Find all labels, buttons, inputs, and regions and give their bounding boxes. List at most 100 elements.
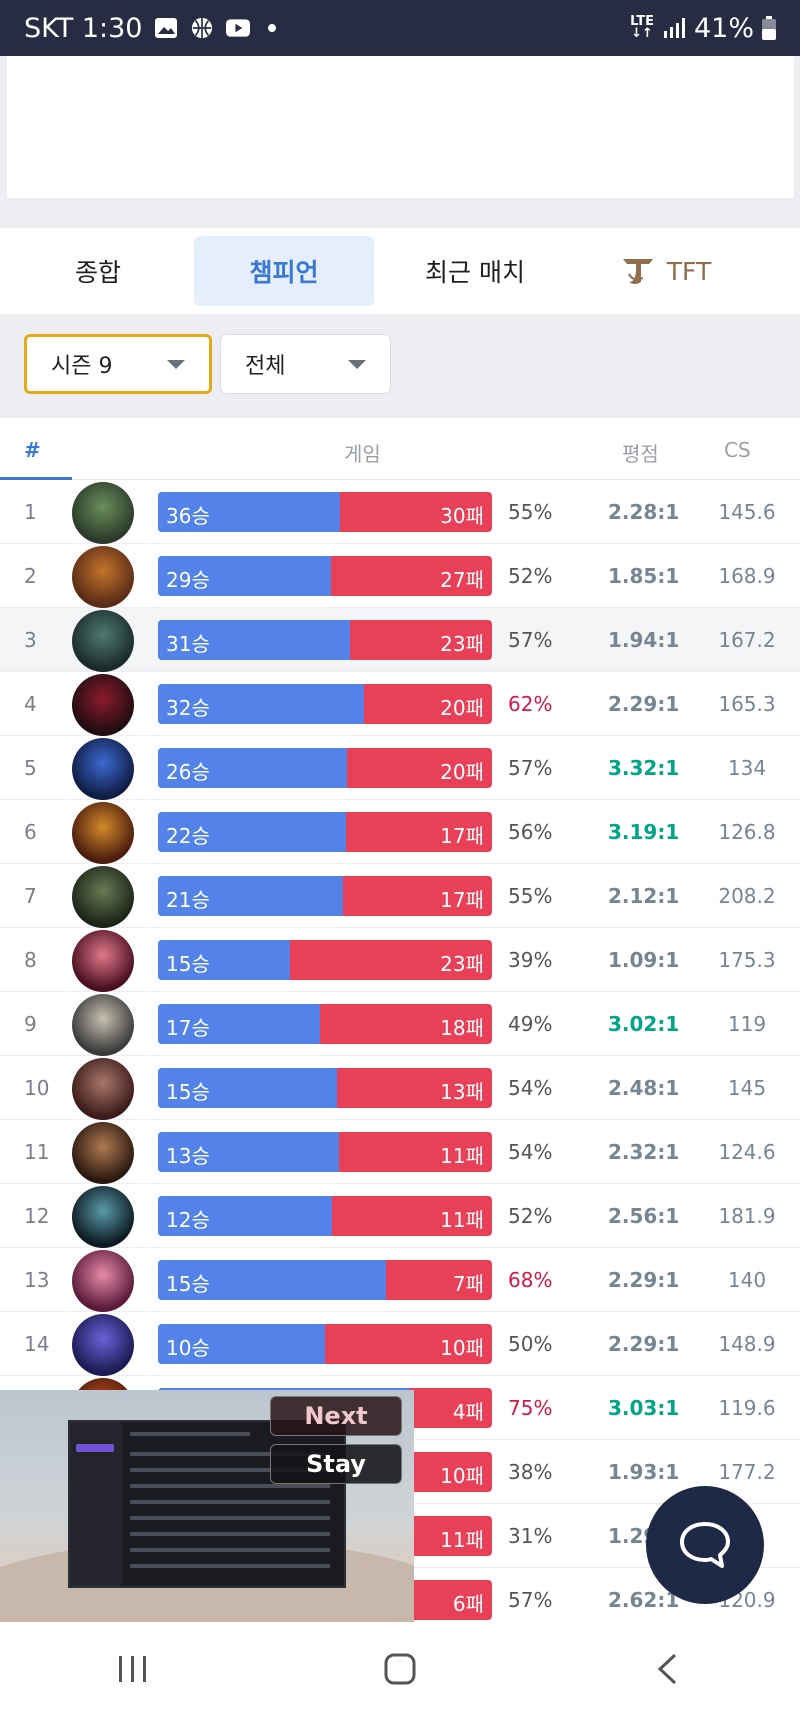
chat-button[interactable]	[646, 1486, 764, 1604]
table-row[interactable]: 12 12승 11패 52% 2.56:1 181.9	[0, 1184, 800, 1248]
wins-label: 22승	[166, 824, 210, 848]
win-loss-bar: 26승 20패	[158, 748, 492, 788]
win-bar-fill	[158, 940, 290, 980]
win-rate: 39%	[508, 948, 553, 972]
table-row[interactable]: 11 13승 11패 54% 2.32:1 124.6	[0, 1120, 800, 1184]
tab-recent-matches[interactable]: 최근 매치	[425, 258, 525, 287]
champion-portrait	[72, 1250, 134, 1312]
table-row[interactable]: 9 17승 18패 49% 3.02:1 119	[0, 992, 800, 1056]
table-row[interactable]: 3 31승 23패 57% 1.94:1 167.2	[0, 608, 800, 672]
kda-value: 1.94:1	[608, 628, 680, 652]
table-row[interactable]: 13 15승 7패 68% 2.29:1 140	[0, 1248, 800, 1312]
pip-stay-button[interactable]: Stay	[270, 1444, 402, 1484]
table-row[interactable]: 6 22승 17패 56% 3.19:1 126.8	[0, 800, 800, 864]
tab-overview[interactable]: 종합	[74, 258, 121, 287]
back-icon	[657, 1653, 676, 1685]
kda-value: 2.62:1	[608, 1588, 680, 1612]
win-bar-fill	[158, 1324, 325, 1364]
rank-number: 5	[24, 756, 37, 780]
table-row[interactable]: 2 29승 27패 52% 1.85:1 168.9	[0, 544, 800, 608]
cs-value: 208.2	[718, 884, 776, 908]
losses-label: 23패	[440, 632, 484, 656]
win-bar-fill	[158, 556, 331, 596]
wins-label: 32승	[166, 696, 210, 720]
losses-label: 30패	[440, 504, 484, 528]
rank-number: 7	[24, 884, 37, 908]
win-rate: 55%	[508, 500, 553, 524]
kda-column-header[interactable]: 평점	[622, 442, 659, 466]
table-row[interactable]: 4 32승 20패 62% 2.29:1 165.3	[0, 672, 800, 736]
rank-number: 12	[24, 1204, 50, 1228]
cs-value: 165.3	[718, 692, 776, 716]
table-row[interactable]: 1 36승 30패 55% 2.28:1 145.6	[0, 480, 800, 544]
losses-label: 11패	[440, 1528, 484, 1552]
kda-value: 1.85:1	[608, 564, 680, 588]
table-row[interactable]: 10 15승 13패 54% 2.48:1 145	[0, 1056, 800, 1120]
win-bar-fill	[158, 1132, 339, 1172]
cs-column-header[interactable]: CS	[724, 438, 751, 462]
champion-portrait	[72, 1186, 134, 1248]
tab-champion[interactable]: 챔피언	[194, 236, 374, 306]
win-loss-bar: 31승 23패	[158, 620, 492, 660]
rank-number: 13	[24, 1268, 50, 1292]
back-button[interactable]	[637, 1639, 697, 1699]
home-button[interactable]	[370, 1639, 430, 1699]
champion-portrait	[72, 482, 134, 544]
recent-apps-button[interactable]	[103, 1639, 163, 1699]
filter-bar: 시즌 9 전체	[0, 314, 800, 418]
wins-label: 26승	[166, 760, 210, 784]
cs-value: 124.6	[718, 1140, 776, 1164]
losses-label: 10패	[440, 1464, 484, 1488]
kda-value: 2.29:1	[608, 692, 680, 716]
kda-value: 2.32:1	[608, 1140, 680, 1164]
rank-number: 14	[24, 1332, 50, 1356]
system-nav-bar	[0, 1622, 800, 1716]
win-loss-bar: 17승 18패	[158, 1004, 492, 1044]
rank-number: 6	[24, 820, 37, 844]
tab-tft[interactable]: TFT	[576, 236, 756, 306]
rank-number: 8	[24, 948, 37, 972]
ad-area	[0, 56, 800, 228]
wins-label: 17승	[166, 1016, 210, 1040]
cs-value: 148.9	[718, 1332, 776, 1356]
win-loss-bar: 22승 17패	[158, 812, 492, 852]
kda-value: 1.09:1	[608, 948, 680, 972]
season-dropdown[interactable]: 시즌 9	[24, 334, 212, 394]
pip-next-button[interactable]: Next	[270, 1396, 402, 1436]
cs-value: 167.2	[718, 628, 776, 652]
wins-label: 29승	[166, 568, 210, 592]
game-column-header[interactable]: 게임	[344, 442, 381, 466]
win-loss-bar: 32승 20패	[158, 684, 492, 724]
losses-label: 4패	[452, 1400, 484, 1424]
wins-label: 10승	[166, 1336, 210, 1360]
win-rate: 56%	[508, 820, 553, 844]
network-type: LTE ↓↑	[630, 14, 654, 41]
losses-label: 17패	[440, 824, 484, 848]
win-bar-fill	[158, 812, 347, 852]
wins-label: 21승	[166, 888, 210, 912]
win-bar-fill	[158, 876, 343, 916]
win-rate: 57%	[508, 756, 553, 780]
cs-value: 134	[727, 756, 767, 780]
rank-column-header[interactable]: #	[24, 438, 41, 462]
win-loss-bar: 36승 30패	[158, 492, 492, 532]
table-row[interactable]: 8 15승 23패 39% 1.09:1 175.3	[0, 928, 800, 992]
chevron-down-icon	[348, 359, 366, 369]
win-loss-bar: 10승 10패	[158, 1324, 492, 1364]
win-loss-bar: 13승 11패	[158, 1132, 492, 1172]
pip-video-overlay[interactable]	[0, 1390, 414, 1622]
champion-portrait	[72, 1314, 134, 1376]
ad-banner	[7, 56, 794, 198]
win-rate: 57%	[508, 628, 553, 652]
table-row[interactable]: 14 10승 10패 50% 2.29:1 148.9	[0, 1312, 800, 1376]
cs-value: 181.9	[718, 1204, 776, 1228]
queue-dropdown[interactable]: 전체	[220, 334, 391, 394]
win-bar-fill	[158, 748, 347, 788]
kda-value: 2.29:1	[608, 1268, 680, 1292]
win-rate: 31%	[508, 1524, 553, 1548]
table-row[interactable]: 5 26승 20패 57% 3.32:1 134	[0, 736, 800, 800]
win-bar-fill	[158, 1004, 321, 1044]
rank-number: 11	[24, 1140, 50, 1164]
table-row[interactable]: 7 21승 17패 55% 2.12:1 208.2	[0, 864, 800, 928]
kda-value: 2.12:1	[608, 884, 680, 908]
